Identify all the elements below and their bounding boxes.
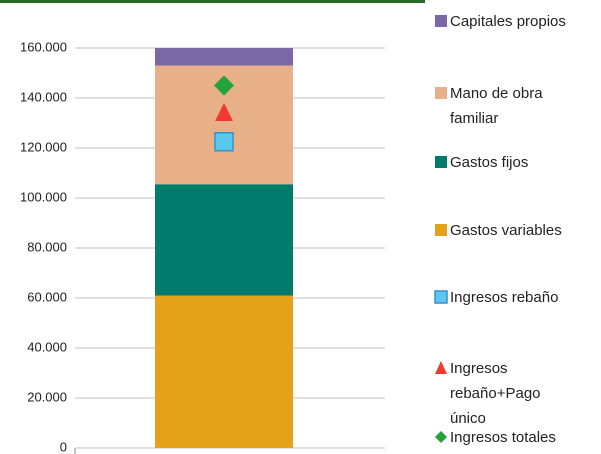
- marker: [214, 75, 234, 96]
- legend-label: Mano de obra familiar: [450, 84, 543, 127]
- legend-label: Ingresos totales: [450, 428, 556, 446]
- y-tick-label: 160.000: [20, 39, 67, 54]
- y-tick-label: 60.000: [27, 289, 67, 304]
- legend-symbol: [435, 87, 447, 99]
- legend-symbol: [435, 431, 447, 443]
- y-tick-label: 80.000: [27, 239, 67, 254]
- legend-label: Gastos fijos: [450, 153, 529, 171]
- y-tick-label: 100.000: [20, 189, 67, 204]
- legend-symbol: [435, 224, 447, 236]
- legend-label: Ingresos rebaño: [450, 288, 559, 306]
- y-tick-label: 20.000: [27, 389, 67, 404]
- bar-segment: [155, 48, 293, 66]
- legend-label: Gastos variables: [450, 221, 562, 239]
- legend-symbol: [435, 15, 447, 27]
- marker: [214, 132, 234, 152]
- legend-symbol: [435, 156, 447, 168]
- legend-symbol: [435, 361, 447, 374]
- y-tick-label: 140.000: [20, 89, 67, 104]
- legend-symbol: [434, 290, 448, 304]
- legend-label: Capitales propios: [450, 12, 566, 30]
- y-tick-label: 120.000: [20, 139, 67, 154]
- bar-segment: [155, 295, 293, 448]
- y-tick-label: 0: [60, 439, 67, 454]
- bar-segment: [155, 184, 293, 296]
- y-tick-label: 40.000: [27, 339, 67, 354]
- top-strip: [0, 0, 425, 3]
- marker: [215, 103, 233, 121]
- legend-label: Ingresos rebaño+Pago único: [450, 359, 541, 427]
